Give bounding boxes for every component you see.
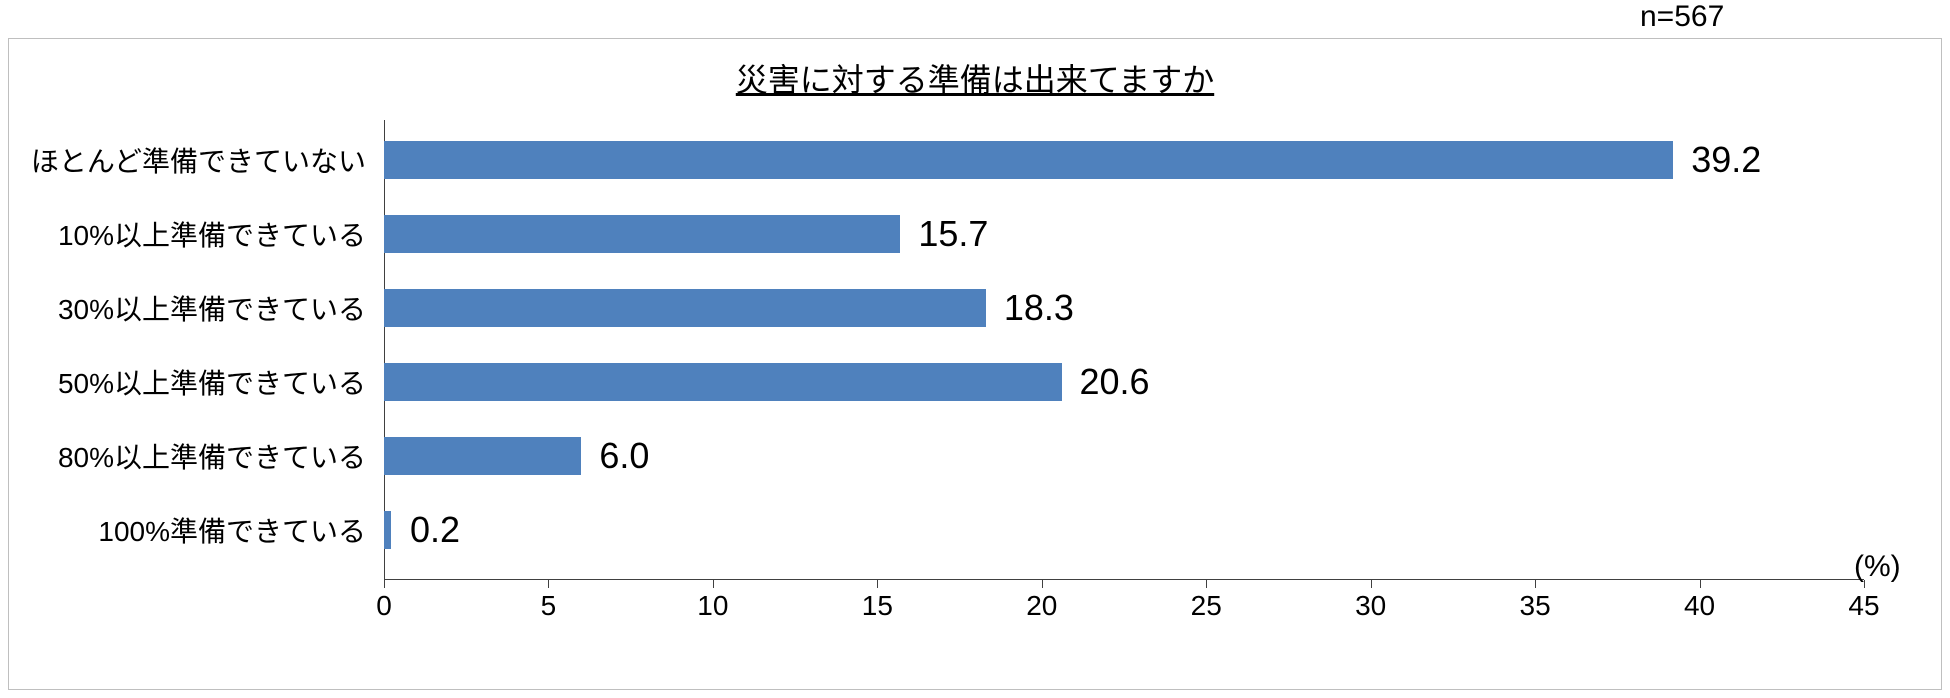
category-label: ほとんど準備できていない — [31, 140, 384, 180]
bar — [384, 511, 391, 549]
x-tick — [1042, 580, 1043, 588]
x-tick-label: 15 — [862, 590, 893, 622]
x-tick — [1371, 580, 1372, 588]
bar-value-label: 18.3 — [986, 287, 1074, 329]
category-label: 50%以上準備できている — [58, 362, 384, 402]
x-axis-unit-label: (%) — [1854, 550, 1901, 584]
bar — [384, 289, 986, 327]
x-tick-label: 5 — [541, 590, 557, 622]
x-tick-label: 35 — [1520, 590, 1551, 622]
category-label: 100%準備できている — [98, 510, 384, 550]
bar — [384, 141, 1673, 179]
bar — [384, 437, 581, 475]
bar-value-label: 0.2 — [392, 509, 460, 551]
plot-area: 051015202530354045ほとんど準備できていない39.210%以上準… — [384, 120, 1864, 580]
x-tick-label: 10 — [697, 590, 728, 622]
bar — [384, 363, 1062, 401]
x-tick-label: 40 — [1684, 590, 1715, 622]
x-tick — [877, 580, 878, 588]
x-tick-label: 30 — [1355, 590, 1386, 622]
category-label: 10%以上準備できている — [58, 214, 384, 254]
x-tick-label: 25 — [1191, 590, 1222, 622]
chart-stage: n=567 災害に対する準備は出来てますか 051015202530354045… — [0, 0, 1950, 698]
bar-value-label: 15.7 — [900, 213, 988, 255]
category-label: 80%以上準備できている — [58, 436, 384, 476]
x-tick — [1206, 580, 1207, 588]
category-label: 30%以上準備できている — [58, 288, 384, 328]
x-tick — [548, 580, 549, 588]
x-tick-label: 0 — [376, 590, 392, 622]
x-tick — [1700, 580, 1701, 588]
chart-title: 災害に対する準備は出来てますか — [736, 55, 1214, 101]
x-tick-label: 20 — [1026, 590, 1057, 622]
x-tick — [713, 580, 714, 588]
x-tick-label: 45 — [1848, 590, 1879, 622]
x-tick — [1535, 580, 1536, 588]
bar-value-label: 20.6 — [1062, 361, 1150, 403]
bar-value-label: 39.2 — [1673, 139, 1761, 181]
sample-size-label: n=567 — [1640, 0, 1724, 34]
bar-value-label: 6.0 — [581, 435, 649, 477]
bar — [384, 215, 900, 253]
x-tick — [384, 580, 385, 588]
